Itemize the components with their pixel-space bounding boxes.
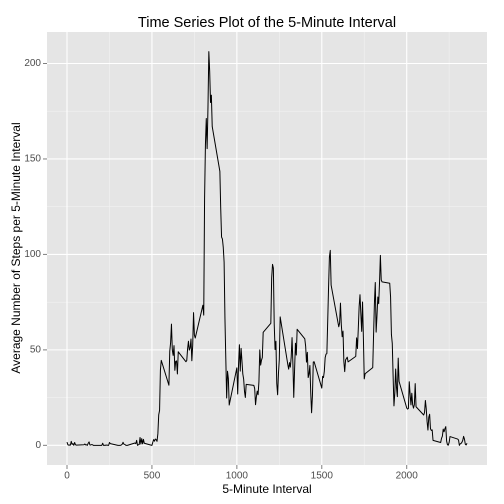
x-tick-label: 0 (64, 471, 70, 482)
y-tick-label: 200 (24, 58, 41, 69)
x-tick-label: 500 (144, 471, 161, 482)
x-tick-label: 1000 (226, 471, 249, 482)
x-axis-title: 5-Minute Interval (222, 482, 311, 496)
x-tick-label: 1500 (311, 471, 334, 482)
y-tick-label: 150 (24, 154, 41, 165)
data-line (66, 51, 468, 446)
panel-background (47, 32, 487, 465)
panel: 0 500 1000 1500 2000 0 50 100 150 200 (24, 32, 487, 482)
y-tick-label: 0 (35, 440, 41, 451)
y-tick-label: 50 (30, 345, 42, 356)
chart-title: Time Series Plot of the 5-Minute Interva… (138, 15, 396, 31)
x-tick-label: 2000 (396, 471, 419, 482)
y-tick-label: 100 (24, 249, 41, 260)
y-axis-title: Average Number of Steps per 5-Minute Int… (9, 122, 23, 373)
